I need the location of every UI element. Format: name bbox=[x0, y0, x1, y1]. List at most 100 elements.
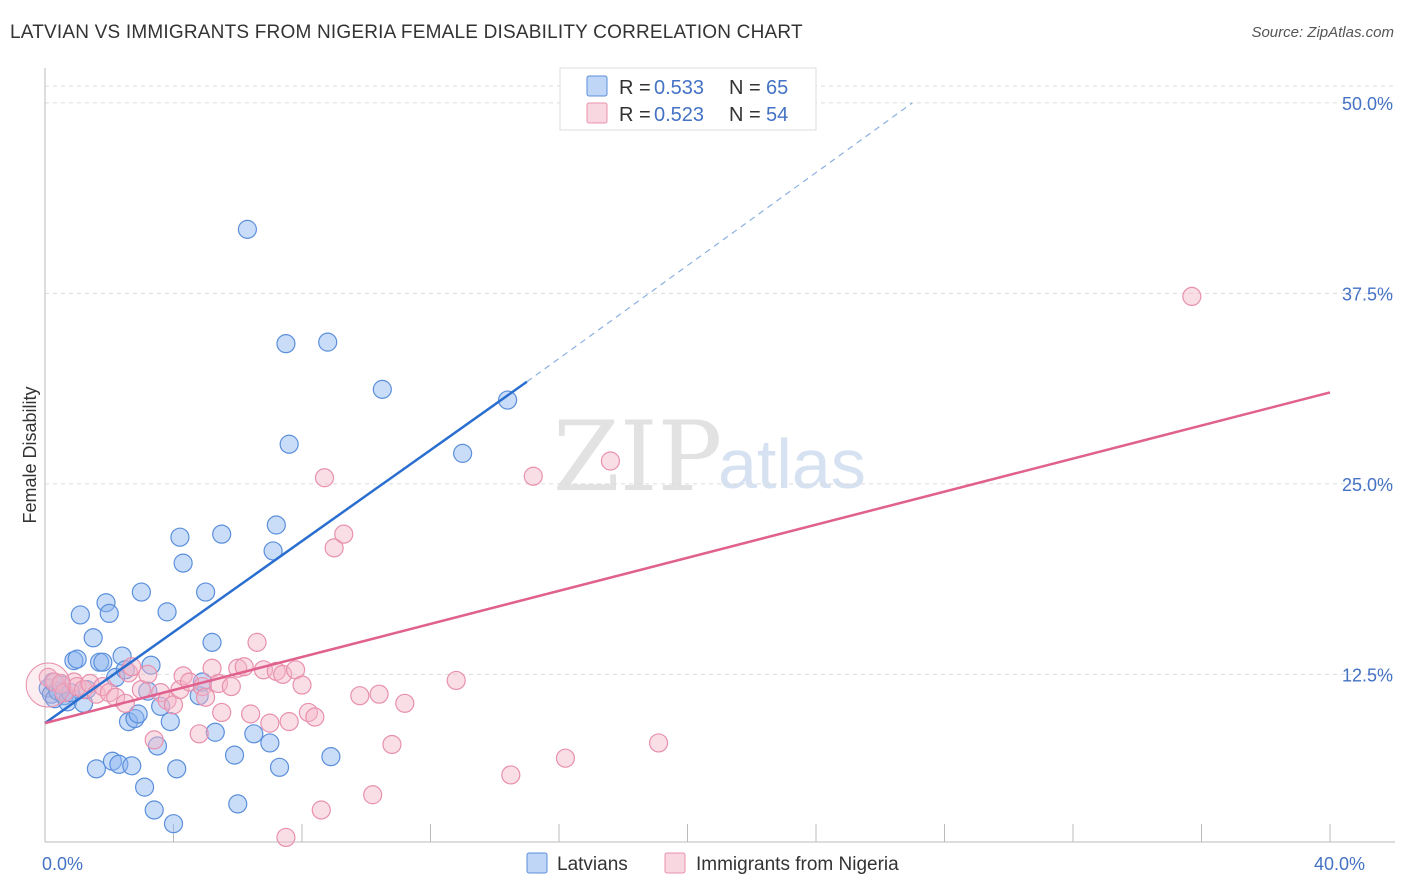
series-legend: Latvians Immigrants from Nigeria bbox=[526, 852, 899, 875]
latvians-point-37 bbox=[160, 712, 180, 732]
bottom-legend-nigeria: Immigrants from Nigeria bbox=[696, 854, 899, 875]
latvians-point-30 bbox=[134, 777, 155, 797]
legend-n-value-latvians: 65 bbox=[766, 77, 788, 99]
latvians-point-46 bbox=[205, 722, 225, 742]
bottom-legend-swatch-latvians bbox=[526, 852, 548, 874]
nigeria-trendline bbox=[44, 391, 1331, 725]
latvians-point-14 bbox=[83, 628, 103, 648]
nigeria-point-40 bbox=[279, 712, 299, 732]
nigeria-point-44 bbox=[305, 707, 325, 727]
latvians-point-28 bbox=[128, 704, 148, 724]
latvians-point-55 bbox=[269, 757, 290, 777]
nigeria-point-58 bbox=[600, 451, 621, 471]
latvians-point-41 bbox=[173, 553, 193, 573]
legend-r-label-nigeria: R = bbox=[619, 104, 651, 126]
nigeria-cluster-point bbox=[25, 662, 71, 708]
latvians-trendline bbox=[44, 380, 528, 725]
nigeria-point-56 bbox=[523, 466, 543, 486]
legend-n-label-latvians: N = bbox=[729, 77, 761, 99]
latvians-point-61 bbox=[453, 443, 473, 463]
latvians-point-33 bbox=[144, 800, 164, 820]
latvians-point-45 bbox=[202, 632, 222, 652]
latvians-point-51 bbox=[244, 724, 264, 744]
watermark-atlas: atlas bbox=[718, 425, 866, 503]
latvians-point-10 bbox=[67, 649, 87, 669]
nigeria-point-42 bbox=[292, 675, 312, 695]
latvians-point-29 bbox=[131, 582, 151, 602]
stats-legend: R = 0.533 N = 65 R = 0.523 N = 54 bbox=[559, 67, 817, 131]
legend-r-value-nigeria: 0.523 bbox=[654, 104, 704, 126]
latvians-point-57 bbox=[279, 434, 299, 454]
latvians-point-36 bbox=[157, 602, 177, 622]
latvians-point-9 bbox=[64, 651, 84, 671]
nigeria-point-52 bbox=[382, 734, 402, 755]
nigeria-point-46 bbox=[314, 468, 335, 488]
x-tick-label-1: 40.0% bbox=[1314, 854, 1365, 874]
y-tick-label-0: 12.5% bbox=[1342, 665, 1393, 685]
nigeria-point-17 bbox=[144, 730, 164, 750]
nigeria-point-57 bbox=[555, 748, 576, 768]
nigeria-point-60 bbox=[1182, 286, 1202, 307]
nigeria-point-47 bbox=[324, 538, 344, 558]
source-credit: Source: ZipAtlas.com bbox=[1251, 24, 1394, 41]
legend-r-value-latvians: 0.533 bbox=[654, 77, 704, 99]
nigeria-point-34 bbox=[247, 632, 267, 652]
latvians-point-52 bbox=[260, 733, 280, 753]
trendlines bbox=[44, 102, 1331, 725]
watermark-zip: ZIP bbox=[553, 401, 722, 513]
series-nigeria bbox=[25, 286, 1202, 848]
nigeria-point-51 bbox=[369, 684, 389, 704]
nigeria-point-36 bbox=[260, 713, 280, 733]
nigeria-point-50 bbox=[363, 785, 383, 805]
nigeria-point-1 bbox=[45, 672, 65, 692]
y-tick-label-2: 37.5% bbox=[1342, 284, 1393, 304]
nigeria-point-33 bbox=[241, 704, 261, 724]
nigeria-point-16 bbox=[138, 664, 158, 684]
latvians-point-56 bbox=[276, 334, 296, 354]
legend-r-label-latvians: R = bbox=[619, 77, 651, 99]
latvians-point-53 bbox=[263, 541, 283, 561]
y-tick-label-1: 25.0% bbox=[1342, 475, 1393, 495]
latvians-point-44 bbox=[196, 582, 216, 602]
bottom-legend-latvians: Latvians bbox=[557, 854, 628, 875]
latvians-point-39 bbox=[167, 759, 187, 779]
latvians-point-54 bbox=[266, 515, 286, 535]
tick-labels: 12.5% 25.0% 37.5% 50.0% 0.0% 40.0% bbox=[42, 94, 1393, 874]
latvians-point-59 bbox=[321, 747, 341, 767]
y-tick-label-3: 50.0% bbox=[1342, 94, 1393, 114]
latvians-point-58 bbox=[318, 332, 338, 352]
latvians-trendline-extension bbox=[526, 102, 913, 383]
y-axis-label: Female Disability bbox=[20, 386, 40, 523]
latvians-point-38 bbox=[163, 814, 184, 834]
latvians-point-17 bbox=[93, 652, 113, 672]
latvians-point-40 bbox=[170, 527, 190, 547]
nigeria-point-49 bbox=[350, 686, 370, 706]
legend-swatch-latvians bbox=[586, 75, 608, 97]
nigeria-point-30 bbox=[221, 676, 241, 697]
nigeria-point-24 bbox=[189, 724, 209, 744]
nigeria-point-48 bbox=[334, 524, 354, 544]
nigeria-point-54 bbox=[446, 670, 466, 691]
nigeria-point-26 bbox=[196, 687, 216, 707]
latvians-point-15 bbox=[86, 759, 107, 779]
axes bbox=[44, 68, 1395, 843]
nigeria-point-45 bbox=[311, 800, 331, 820]
bottom-legend-swatch-nigeria bbox=[664, 852, 686, 874]
x-tick-label-0: 0.0% bbox=[42, 854, 83, 874]
legend-swatch-nigeria bbox=[586, 102, 608, 124]
gridlines bbox=[45, 85, 1395, 675]
latvians-point-48 bbox=[224, 745, 245, 765]
series-latvians bbox=[38, 219, 518, 834]
nigeria-point-59 bbox=[648, 733, 669, 753]
nigeria-point-39 bbox=[276, 827, 296, 848]
latvians-point-60 bbox=[372, 379, 392, 399]
nigeria-point-53 bbox=[395, 693, 415, 713]
nigeria-point-38 bbox=[273, 664, 293, 684]
legend-n-value-nigeria: 54 bbox=[766, 104, 788, 126]
latvians-point-19 bbox=[99, 603, 119, 624]
nigeria-point-29 bbox=[212, 702, 232, 723]
legend-n-label-nigeria: N = bbox=[729, 104, 761, 126]
latvians-point-62 bbox=[498, 390, 518, 410]
latvians-point-47 bbox=[212, 524, 232, 544]
